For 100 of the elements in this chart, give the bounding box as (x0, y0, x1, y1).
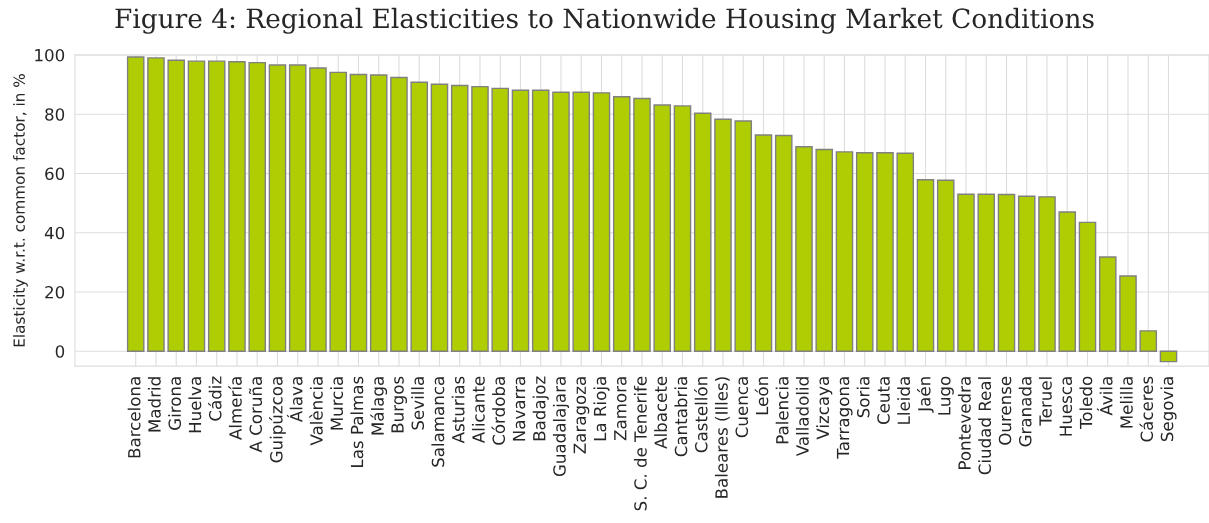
bar (167, 59, 186, 352)
bar (1017, 195, 1036, 352)
bar (450, 84, 469, 352)
bar (187, 60, 206, 352)
bar (896, 152, 915, 352)
bar (592, 92, 611, 352)
bar (309, 67, 327, 352)
bar (268, 64, 287, 352)
x-tick-label: Cuenca (735, 377, 749, 438)
x-tick-label: Cáceres (1139, 376, 1154, 442)
chart-title: Figure 4: Regional Elasticities to Nationwide Housing Market Conditions (115, 7, 1094, 34)
x-tick-label: S. C. de Tenerife (633, 376, 647, 511)
bar (754, 134, 773, 352)
y-tick-label: 100 (35, 48, 65, 62)
bar (714, 118, 732, 352)
x-tick-label: Almería (228, 377, 242, 440)
x-tick-label: Navarra (512, 377, 526, 441)
x-tick-label: Sevilla (411, 377, 425, 430)
bar (997, 193, 1016, 352)
bar (633, 97, 651, 352)
bar (572, 91, 591, 352)
bar (288, 64, 307, 352)
bar (390, 76, 408, 352)
bar (147, 57, 165, 352)
x-tick-label: Burgos (391, 376, 408, 433)
bar (916, 178, 935, 352)
x-tick-label: Málaga (370, 377, 388, 435)
x-tick-label: Lugo (938, 376, 954, 415)
x-tick-label: Córdoba (491, 377, 506, 445)
x-tick-label: A Coruña (248, 377, 263, 453)
x-tick-label: Murcia (330, 377, 344, 430)
bar (228, 61, 246, 352)
bar (126, 56, 145, 352)
bar (835, 151, 854, 352)
bar (693, 112, 712, 352)
bar (734, 120, 753, 352)
x-tick-label: Vizcaya (816, 377, 833, 440)
x-tick-label: Tarragona (836, 377, 853, 459)
x-tick-label: Ávila (1096, 377, 1113, 416)
x-tick-label: Barcelona (127, 377, 141, 458)
bar (1058, 211, 1077, 352)
x-tick-label: Huesca (1059, 377, 1073, 436)
x-tick-label: Soria (856, 377, 870, 418)
x-tick-label: Cádiz (207, 376, 222, 421)
bar (410, 81, 429, 352)
x-tick-label: Palencia (775, 377, 789, 444)
bar (511, 89, 530, 352)
y-tick-label: 40 (44, 226, 65, 240)
bar (552, 91, 570, 352)
x-tick-label: Huelva (188, 377, 202, 433)
bar (1038, 196, 1056, 352)
x-tick-label: Teruel (1038, 377, 1052, 426)
x-tick-label: Valladolid (795, 377, 809, 457)
bar (795, 146, 813, 352)
x-tick-label: Ceuta (877, 377, 890, 425)
bar (977, 193, 996, 352)
x-tick-label: León (754, 377, 769, 415)
x-tick-label: Girona (168, 377, 182, 430)
x-tick-label: Pontevedra (957, 377, 971, 469)
x-tick-label: Asturias (451, 376, 465, 444)
bar (531, 89, 550, 352)
bar (1078, 221, 1097, 352)
bar (957, 193, 975, 352)
x-tick-label: Guadalajara (552, 377, 570, 477)
x-tick-label: Cantabria (674, 377, 688, 457)
x-tick-label: Alicante (471, 376, 485, 444)
x-tick-label: Jaén (917, 377, 934, 413)
x-tick-label: Salamanca (431, 377, 445, 467)
bar (1159, 350, 1178, 363)
bar (369, 74, 388, 352)
y-tick-label: 60 (45, 167, 65, 181)
bar (815, 148, 834, 352)
x-tick-label: Las Palmas (350, 376, 364, 467)
x-tick-label: Lleida (897, 377, 911, 424)
x-tick-label: Madrid (147, 377, 161, 432)
bar (1098, 256, 1117, 352)
bar (673, 105, 692, 352)
bar (855, 152, 874, 352)
x-tick-label: Melilla (1119, 377, 1133, 428)
y-tick-label: 80 (45, 108, 65, 121)
bar (329, 71, 348, 352)
y-tick-label: 20 (45, 285, 65, 299)
bar (207, 60, 226, 352)
x-tick-label: Álava (286, 377, 303, 423)
bar (248, 61, 267, 352)
bar (612, 96, 631, 352)
bar (653, 104, 672, 352)
bar (774, 134, 793, 352)
bar (349, 73, 368, 352)
x-tick-label: Castellón (694, 377, 708, 453)
x-tick-label: Albacete (654, 376, 668, 449)
x-tick-label: Segovia (1160, 377, 1177, 442)
x-tick-label: Granada (1018, 377, 1032, 447)
x-tick-label: Guipúzcoa (269, 377, 286, 463)
x-tick-label: Toledo (1079, 376, 1093, 430)
x-tick-label: Ourense (998, 376, 1012, 445)
bar (430, 83, 449, 352)
x-tick-label: Ciudad Real (978, 377, 992, 475)
bar (491, 87, 510, 352)
x-tick-label: Zamora (614, 377, 627, 441)
